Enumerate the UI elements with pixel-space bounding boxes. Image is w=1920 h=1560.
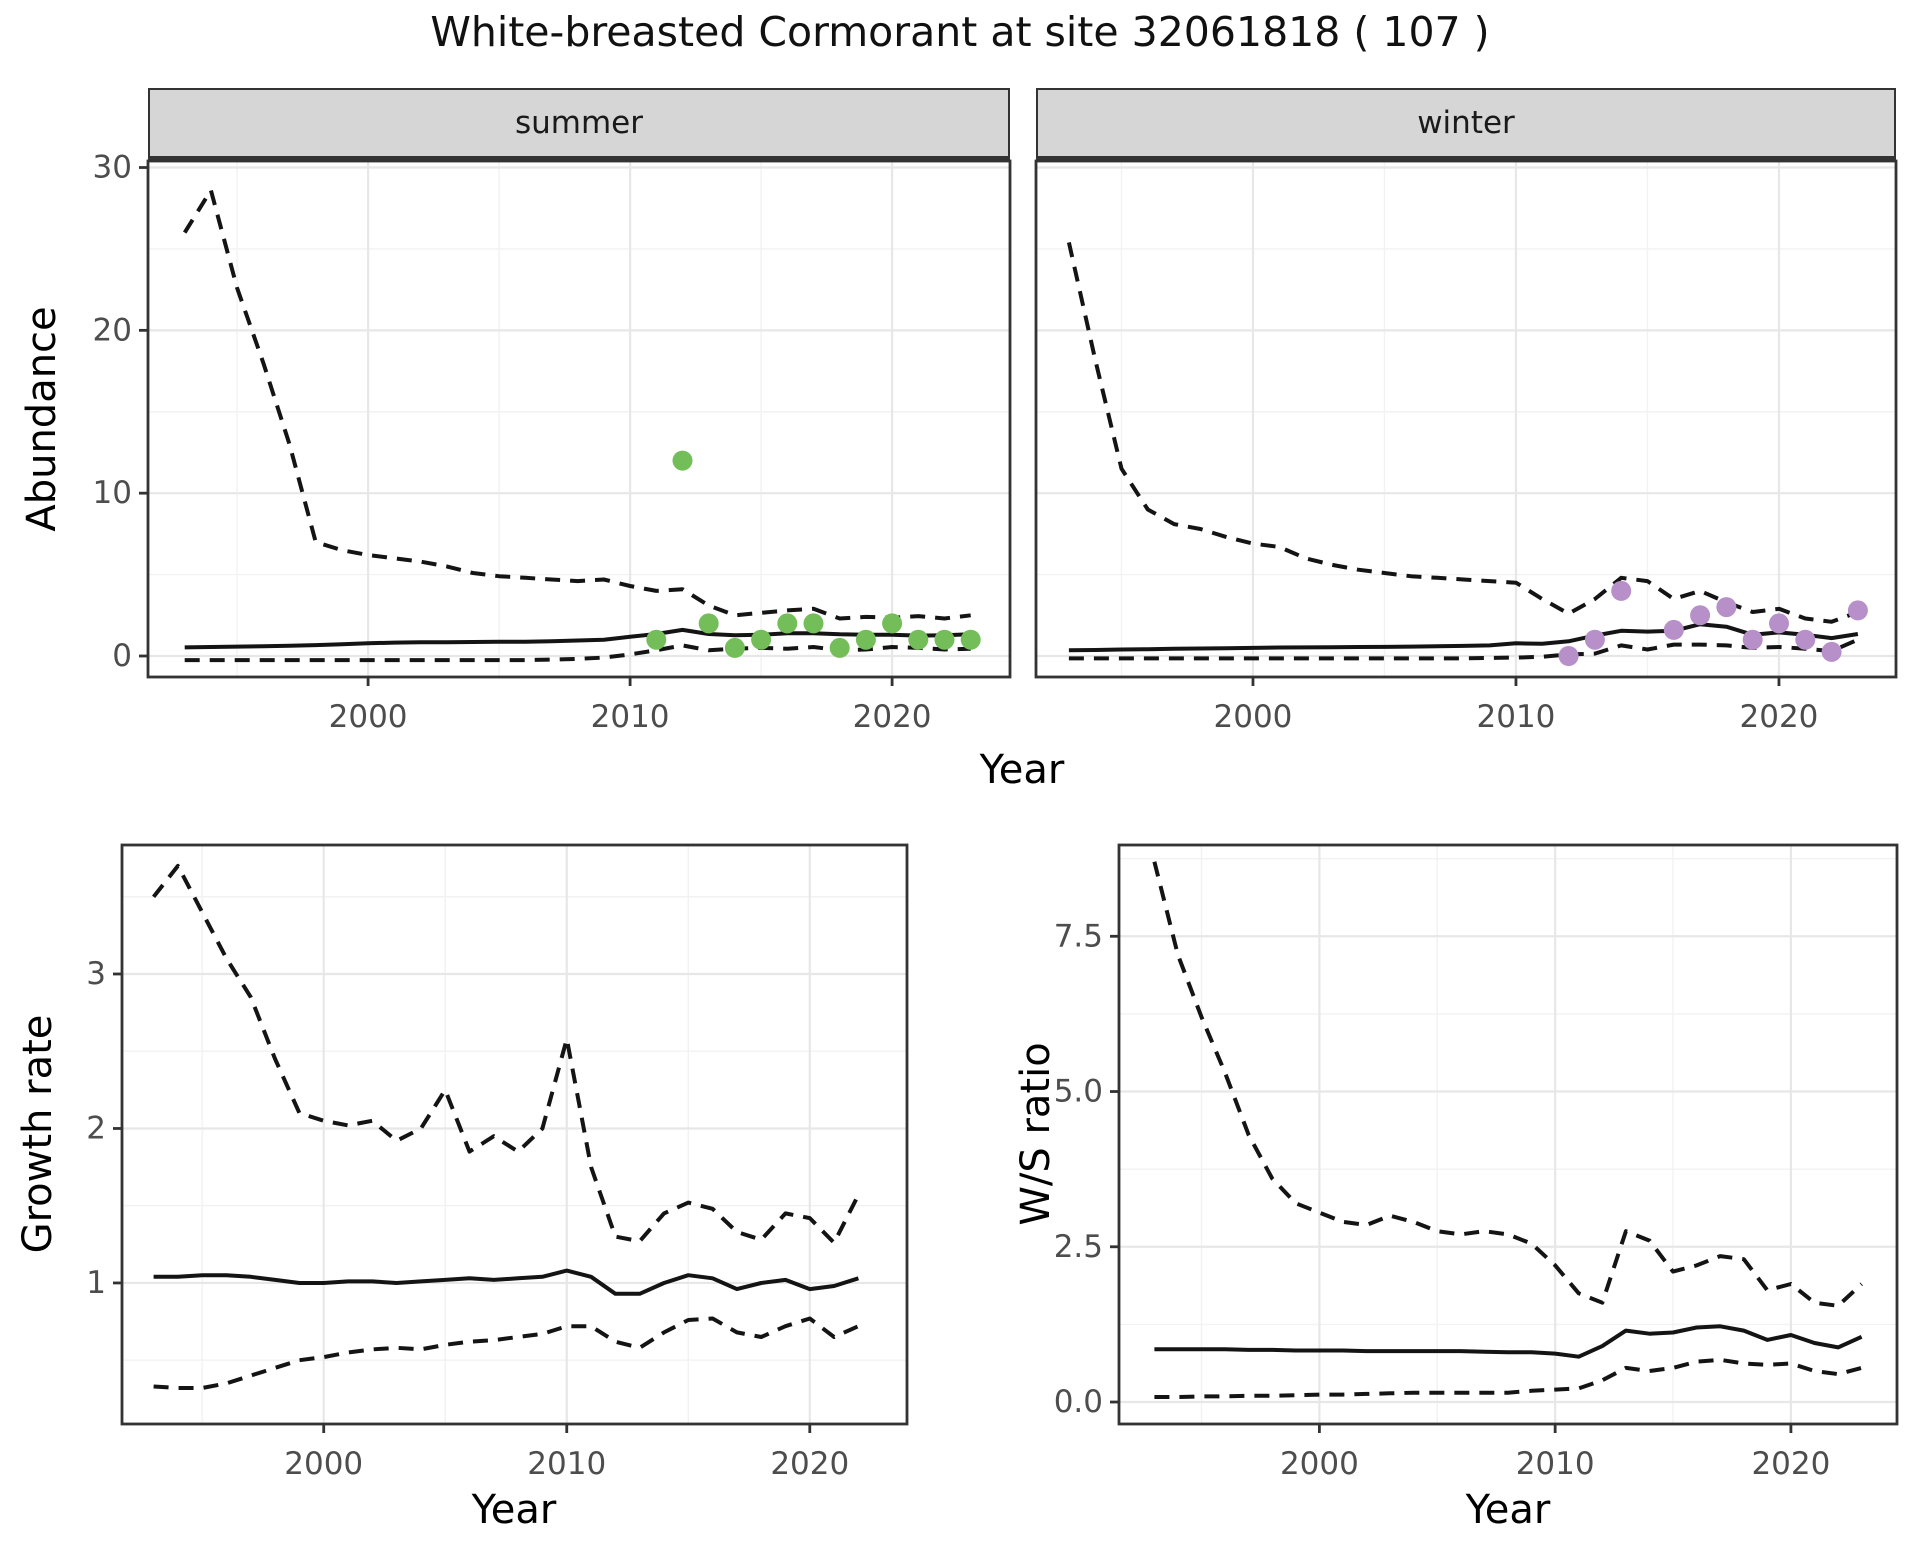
facet-label-summer: summer xyxy=(514,105,643,141)
x-tick-label: 2020 xyxy=(853,699,932,735)
x-tick-label: 2000 xyxy=(284,1446,363,1482)
y-tick-label: 5.0 xyxy=(1054,1074,1103,1110)
x-tick-label: 2010 xyxy=(591,699,670,735)
data-point xyxy=(1663,619,1684,640)
y-tick-label: 20 xyxy=(93,312,132,348)
panel-abundance-winter: 2000 2010 2020 xyxy=(1034,159,1898,735)
y-axis-title-abundance: Abundance xyxy=(19,306,65,532)
panel-border xyxy=(146,159,1012,679)
axis-ticks-abundance-summer: 2000 2010 2020 0 10 20 30 xyxy=(93,150,932,735)
data-point xyxy=(1611,580,1632,601)
x-axis-title-year-ws: Year xyxy=(1465,1487,1551,1533)
data-point xyxy=(882,613,903,634)
data-point xyxy=(751,629,772,650)
data-point xyxy=(724,637,745,658)
x-tick-label: 2010 xyxy=(1477,699,1556,735)
x-tick-label: 2010 xyxy=(1516,1446,1595,1482)
series-upper-95ci xyxy=(152,863,861,1245)
series-upper-95ci xyxy=(1066,241,1859,624)
data-point xyxy=(1690,605,1711,626)
data-point xyxy=(960,629,981,650)
panel-abundance-summer: 2000 2010 2020 0 10 20 30 xyxy=(93,150,1012,735)
data-point xyxy=(777,613,798,634)
data-point xyxy=(672,450,693,471)
data-point xyxy=(1795,629,1816,650)
x-tick-label: 2000 xyxy=(1214,699,1293,735)
data-point xyxy=(803,613,824,634)
data-point xyxy=(1742,629,1763,650)
y-axis-title-ws-ratio: W/S ratio xyxy=(1013,1042,1059,1226)
x-axis-title-year-top: Year xyxy=(979,747,1065,793)
series-lower-95ci xyxy=(153,1316,860,1390)
data-point xyxy=(934,629,955,650)
series-upper-95ci xyxy=(1152,861,1863,1308)
y-tick-label: 1 xyxy=(86,1265,106,1301)
y-tick-label: 0.0 xyxy=(1054,1384,1103,1420)
panel-border xyxy=(1034,159,1898,679)
data-point xyxy=(646,629,667,650)
y-tick-label: 10 xyxy=(93,475,132,511)
data-point xyxy=(829,637,850,658)
chart-title: White-breasted Cormorant at site 3206181… xyxy=(430,8,1490,56)
facet-label-winter: winter xyxy=(1417,105,1515,141)
data-point xyxy=(1769,613,1789,634)
data-point xyxy=(1821,641,1842,662)
x-axis-title-year-growth: Year xyxy=(471,1487,557,1533)
series-fitted xyxy=(153,1268,860,1296)
panel-background xyxy=(122,845,907,1424)
series-fitted xyxy=(1154,1324,1863,1359)
data-point xyxy=(1558,646,1579,666)
series-lower-95ci xyxy=(1068,637,1859,661)
x-tick-label: 2000 xyxy=(329,699,408,735)
data-point xyxy=(1847,600,1868,621)
axis-ticks-ws-ratio: 2000 2010 2020 0.0 2.5 5.0 7.5 xyxy=(1054,918,1831,1482)
data-point xyxy=(908,629,929,650)
y-tick-label: 30 xyxy=(93,150,132,186)
panel-border xyxy=(1117,843,1899,1426)
x-tick-label: 2010 xyxy=(527,1446,606,1482)
gridlines xyxy=(122,845,907,1424)
y-tick-label: 7.5 xyxy=(1054,918,1103,954)
panel-background xyxy=(1036,161,1896,677)
gridlines xyxy=(1119,845,1897,1424)
data-point xyxy=(1584,629,1605,650)
x-tick-label: 2020 xyxy=(1751,1446,1830,1482)
panel-border xyxy=(120,843,909,1426)
y-tick-label: 0 xyxy=(112,638,132,674)
gridlines xyxy=(1036,161,1896,677)
y-tick-label: 2.5 xyxy=(1054,1229,1103,1265)
series-fitted xyxy=(1068,622,1859,653)
axis-ticks-growth-rate: 2000 2010 2020 1 2 3 xyxy=(86,956,849,1482)
series-upper-95ci xyxy=(182,188,971,621)
gridlines xyxy=(148,161,1010,677)
x-tick-label: 2000 xyxy=(1280,1446,1359,1482)
x-tick-label: 2020 xyxy=(1740,699,1819,735)
points-observed-winter xyxy=(1558,580,1868,666)
series-fitted xyxy=(184,627,971,650)
x-tick-label: 2020 xyxy=(770,1446,849,1482)
panel-background xyxy=(148,161,1010,677)
data-point xyxy=(855,629,876,650)
y-tick-label: 3 xyxy=(86,956,106,992)
series-lower-95ci xyxy=(1154,1357,1863,1399)
y-tick-label: 2 xyxy=(86,1110,106,1146)
panel-ws-ratio: 2000 2010 2020 0.0 2.5 5.0 7.5 xyxy=(1054,843,1899,1482)
data-point xyxy=(698,613,719,634)
axis-ticks-abundance-winter: 2000 2010 2020 xyxy=(1214,677,1819,735)
points-observed-summer xyxy=(646,450,981,658)
y-axis-title-growth-rate: Growth rate xyxy=(15,1014,61,1254)
facet-strip-summer: summer xyxy=(148,88,1010,161)
facet-strip-winter: winter xyxy=(1036,88,1896,161)
panel-growth-rate: 2000 2010 2020 1 2 3 xyxy=(86,843,909,1482)
data-point xyxy=(1716,597,1737,618)
